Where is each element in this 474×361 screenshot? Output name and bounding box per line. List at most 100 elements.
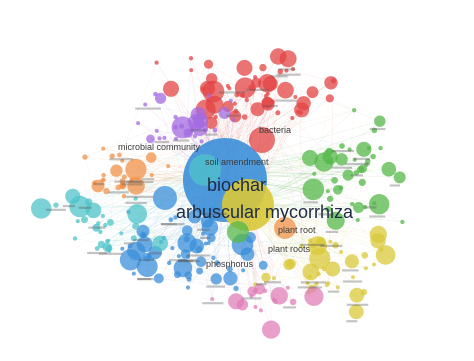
minor-node-label: [190, 129, 206, 132]
minor-node-labels: [46, 68, 400, 323]
network-hub-node: [302, 150, 318, 166]
network-node: [188, 56, 194, 61]
minor-node-label: [225, 114, 240, 117]
network-node: [372, 201, 377, 206]
network-node: [143, 102, 148, 107]
network-link: [243, 270, 329, 284]
network-node: [121, 174, 127, 180]
minor-node-label: [318, 213, 334, 216]
minor-node-label: [154, 141, 169, 144]
network-node: [379, 247, 384, 252]
minor-node-label: [199, 236, 211, 239]
minor-node-label: [219, 91, 246, 94]
network-node: [335, 153, 348, 166]
network-node: [205, 116, 218, 129]
network-link: [213, 257, 260, 290]
network-node: [119, 231, 124, 236]
network-link: [246, 99, 386, 256]
network-node: [325, 206, 332, 213]
network-node: [362, 204, 368, 210]
network-node: [227, 86, 232, 91]
network-link: [242, 295, 357, 305]
minor-node-label: [109, 158, 134, 161]
label-biochar: biochar: [207, 175, 266, 195]
minor-node-label: [201, 212, 227, 215]
network-node: [166, 164, 171, 169]
network-link: [101, 185, 137, 245]
network-node: [214, 260, 220, 266]
network-node: [107, 248, 112, 253]
network-node: [326, 158, 332, 164]
network-node: [291, 67, 295, 71]
network-node: [325, 261, 341, 277]
label-bacteria: bacteria: [259, 125, 291, 135]
network-node: [293, 95, 298, 99]
network-node: [131, 271, 136, 276]
minor-node-label: [204, 133, 218, 136]
network-link: [242, 244, 365, 256]
network-node: [261, 272, 271, 283]
network-node: [65, 188, 81, 204]
network-node: [262, 320, 281, 339]
network-node: [120, 246, 125, 251]
network-link: [328, 80, 334, 284]
network-node: [378, 145, 383, 151]
network-node: [136, 256, 158, 277]
network-link: [110, 170, 117, 223]
network-node: [31, 198, 52, 219]
network-node: [344, 254, 359, 269]
minor-node-label: [300, 243, 325, 246]
network-node: [119, 178, 126, 185]
network-node: [100, 178, 105, 183]
network-node: [136, 236, 153, 253]
network-node: [258, 260, 268, 270]
minor-node-label: [325, 230, 339, 233]
network-node: [226, 266, 233, 273]
network-link: [267, 93, 331, 157]
network-node: [249, 293, 254, 299]
network-node: [314, 281, 319, 287]
minor-node-label: [332, 149, 354, 153]
network-node: [270, 48, 287, 65]
network-labels: biochar arbuscular mycorrhiza soil amend…: [118, 125, 354, 269]
network-node: [107, 218, 114, 226]
network-node: [181, 225, 193, 236]
minor-node-label: [123, 242, 135, 245]
network-node: [110, 164, 123, 177]
network-node: [258, 308, 263, 313]
minor-node-label: [343, 280, 363, 283]
network-node: [335, 285, 340, 290]
network-node: [203, 241, 208, 246]
network-node: [302, 178, 325, 201]
network-node: [277, 81, 294, 99]
network-node: [352, 108, 357, 113]
network-link: [200, 126, 341, 189]
network-link: [254, 219, 358, 292]
label-soil-amendment: soil amendment: [205, 157, 269, 167]
minor-node-label: [172, 139, 190, 142]
network-node: [290, 116, 295, 120]
network-node: [361, 252, 369, 259]
network-node: [366, 146, 371, 151]
network-node: [294, 102, 310, 118]
network-node: [275, 110, 281, 116]
network-node: [125, 158, 147, 180]
network-nodes: [31, 48, 406, 339]
minor-node-label: [88, 226, 106, 229]
minor-node-label: [389, 184, 400, 187]
network-node: [101, 146, 106, 151]
network-link: [133, 240, 311, 274]
network-link: [188, 208, 329, 280]
minor-node-label: [138, 258, 154, 262]
network-node: [259, 63, 267, 72]
network-node: [121, 193, 127, 199]
network-node: [363, 266, 368, 271]
minor-node-label: [246, 88, 269, 91]
network-node: [94, 246, 100, 251]
minor-node-label: [346, 303, 369, 306]
label-arbuscular-mycorrhiza: arbuscular mycorrhiza: [176, 202, 354, 222]
label-plant-root: plant root: [278, 225, 316, 235]
network-hub-node: [189, 154, 221, 186]
network-node: [92, 223, 101, 232]
